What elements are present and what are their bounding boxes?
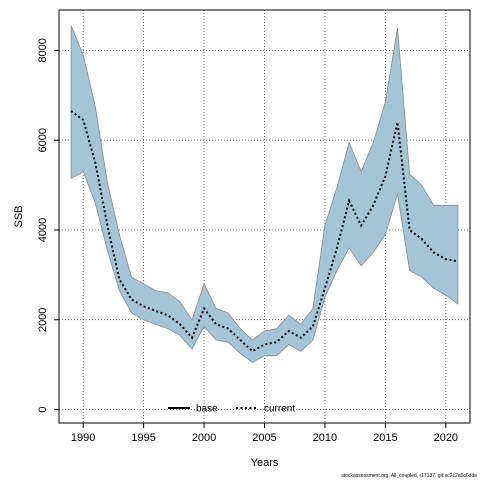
y-axis-ticks: 0 2000 4000 6000 8000 xyxy=(37,38,59,413)
legend-label-base: base xyxy=(196,404,218,415)
y-tick-label: 6000 xyxy=(37,128,49,152)
legend: base current xyxy=(168,404,295,415)
caption: stockassessment.org, All_coupled, r17137… xyxy=(341,473,477,479)
y-tick-label: 4000 xyxy=(37,218,49,242)
x-tick-label: 2005 xyxy=(252,432,276,444)
x-axis-title: Years xyxy=(251,457,279,469)
confidence-band xyxy=(70,25,459,363)
x-tick-label: 1995 xyxy=(131,432,155,444)
legend-label-current: current xyxy=(264,404,295,415)
series-line-current xyxy=(70,110,459,353)
y-axis-title: SSB xyxy=(13,205,25,227)
x-tick-label: 1990 xyxy=(71,432,95,444)
x-tick-label: 2010 xyxy=(313,432,337,444)
y-tick-label: 0 xyxy=(37,406,49,412)
x-axis-ticks: 1990 1995 2000 2005 2010 2015 2020 xyxy=(71,423,458,444)
y-tick-label: 2000 xyxy=(37,308,49,332)
x-tick-label: 2020 xyxy=(434,432,458,444)
x-tick-label: 2000 xyxy=(192,432,216,444)
y-tick-label: 8000 xyxy=(37,38,49,62)
x-tick-label: 2015 xyxy=(373,432,397,444)
